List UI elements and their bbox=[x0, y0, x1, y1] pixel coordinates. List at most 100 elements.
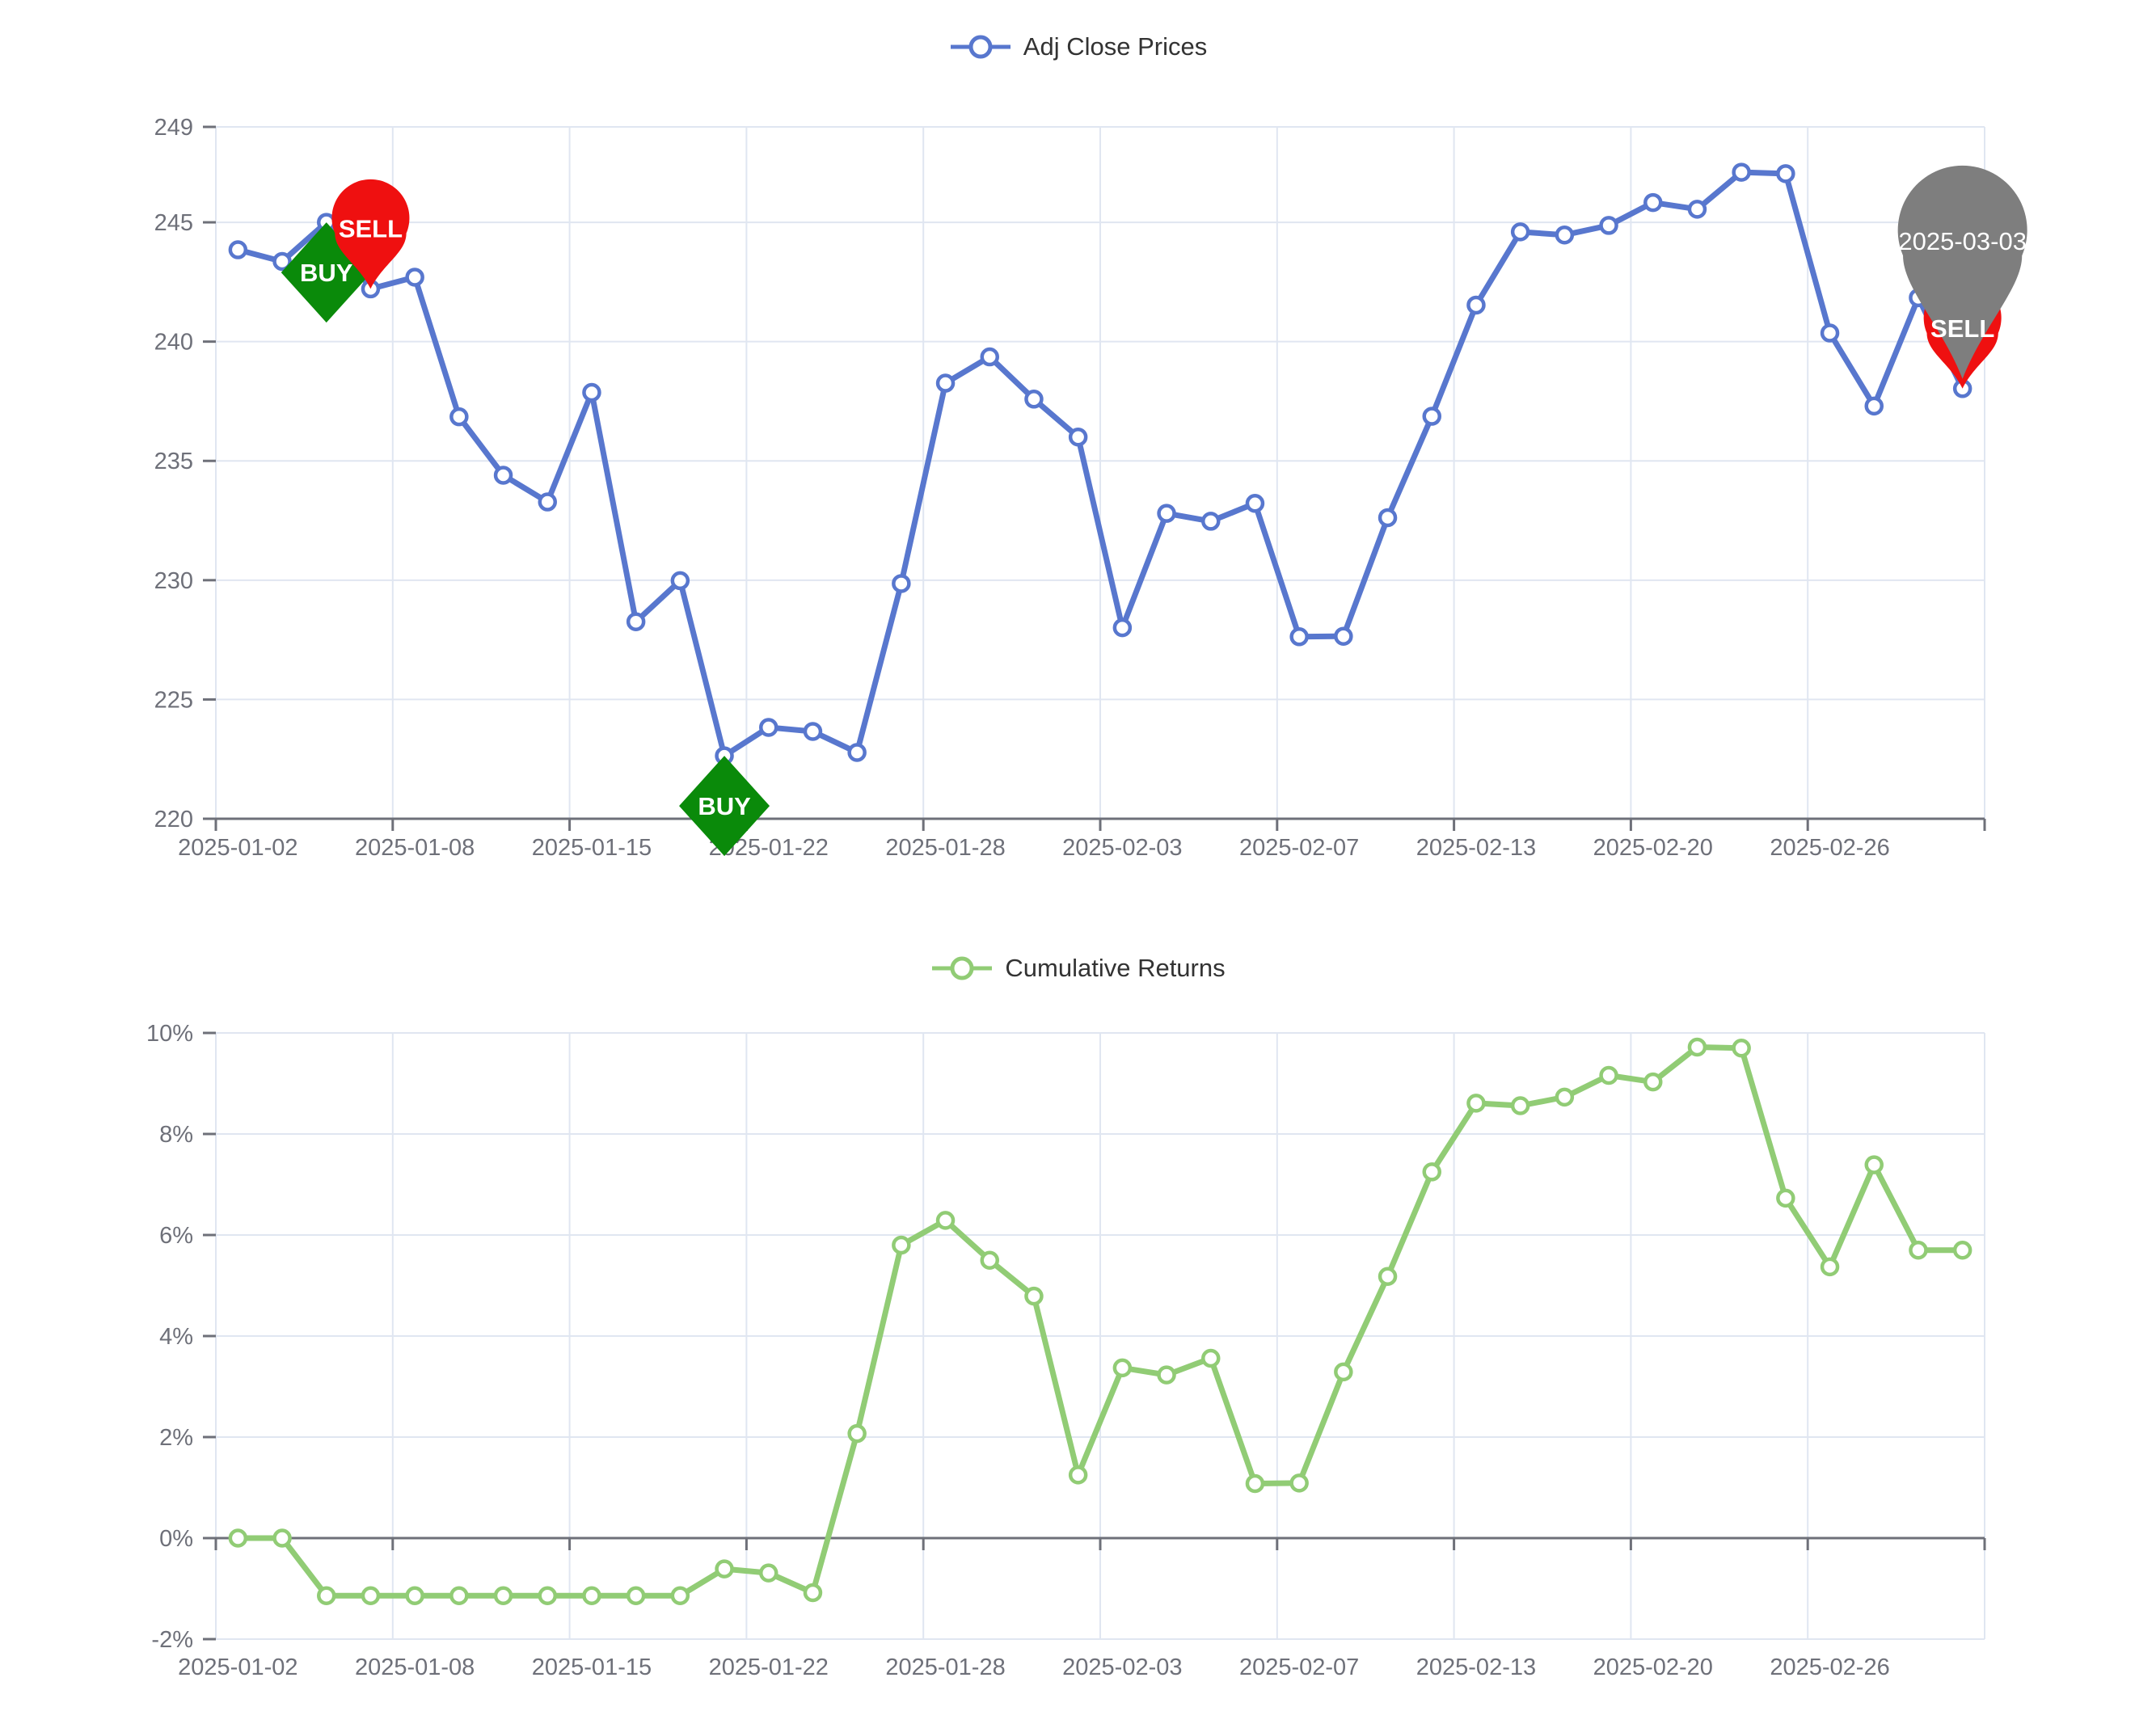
svg-text:2025-01-02: 2025-01-02 bbox=[178, 1654, 297, 1680]
price-chart-point[interactable] bbox=[1245, 494, 1265, 513]
returns-chart-axis-labels: -2% 0% 2% 4% 6% 8% 10% 2025-01-02 2025-01-08 2025… bbox=[146, 1021, 1890, 1680]
svg-text:2025-01-15: 2025-01-15 bbox=[532, 835, 652, 861]
sell-marker[interactable] bbox=[331, 179, 410, 289]
returns-chart-point[interactable] bbox=[1112, 1358, 1133, 1378]
returns-chart-point[interactable] bbox=[1510, 1096, 1530, 1115]
price-chart-point[interactable] bbox=[803, 722, 823, 741]
price-chart-series[interactable] bbox=[228, 162, 1972, 765]
price-chart-point[interactable] bbox=[449, 407, 469, 427]
returns-chart-point[interactable] bbox=[1687, 1037, 1707, 1057]
returns-chart-point[interactable] bbox=[1466, 1094, 1486, 1113]
price-chart: 220 225 230 235 240 245 249 2025-01-02 2025-01-0… bbox=[154, 115, 2027, 861]
returns-chart-point[interactable] bbox=[582, 1586, 601, 1605]
price-chart-point[interactable] bbox=[1201, 512, 1221, 531]
returns-chart-point[interactable] bbox=[715, 1559, 734, 1579]
svg-text:2025-02-26: 2025-02-26 bbox=[1770, 835, 1889, 861]
svg-text:240: 240 bbox=[154, 330, 193, 356]
returns-chart-point[interactable] bbox=[1732, 1039, 1751, 1058]
price-chart-point[interactable] bbox=[1157, 504, 1176, 523]
returns-chart-point[interactable] bbox=[1555, 1087, 1575, 1107]
price-chart-point[interactable] bbox=[493, 466, 513, 485]
returns-chart-point[interactable] bbox=[493, 1586, 513, 1605]
price-chart-point[interactable] bbox=[892, 574, 911, 593]
returns-chart-point[interactable] bbox=[1643, 1072, 1663, 1092]
returns-chart-legend[interactable]: Cumulative Returns bbox=[0, 954, 2156, 983]
svg-text:2025-01-08: 2025-01-08 bbox=[355, 1654, 475, 1680]
returns-chart-point[interactable] bbox=[1068, 1465, 1088, 1485]
price-chart-point[interactable] bbox=[1555, 225, 1575, 245]
price-chart-point[interactable] bbox=[272, 251, 292, 272]
price-chart-point[interactable] bbox=[935, 373, 956, 393]
returns-chart-point[interactable] bbox=[1422, 1162, 1441, 1182]
returns-chart-point[interactable] bbox=[1289, 1473, 1309, 1493]
price-chart-point[interactable] bbox=[626, 612, 646, 631]
svg-text:2025-01-15: 2025-01-15 bbox=[532, 1654, 652, 1680]
price-chart-point[interactable] bbox=[582, 382, 601, 403]
returns-chart-point[interactable] bbox=[449, 1586, 469, 1605]
price-chart-point[interactable] bbox=[1112, 618, 1133, 638]
returns-chart-point[interactable] bbox=[1776, 1188, 1795, 1208]
price-chart-point[interactable] bbox=[538, 492, 557, 512]
svg-text:2025-02-03: 2025-02-03 bbox=[1062, 835, 1182, 861]
price-chart-legend[interactable]: Adj Close Prices bbox=[0, 32, 2156, 61]
returns-chart-point[interactable] bbox=[847, 1423, 867, 1444]
svg-text:2025-02-07: 2025-02-07 bbox=[1239, 835, 1359, 861]
price-chart-point[interactable] bbox=[1643, 192, 1663, 213]
svg-text:6%: 6% bbox=[159, 1223, 193, 1249]
returns-chart-point[interactable] bbox=[980, 1250, 999, 1270]
price-chart-point[interactable] bbox=[1378, 508, 1398, 528]
marker-label: 2025-03-03 bbox=[1898, 227, 2027, 255]
returns-chart-point[interactable] bbox=[1245, 1473, 1265, 1494]
svg-text:2025-02-13: 2025-02-13 bbox=[1416, 1654, 1536, 1680]
returns-chart-point[interactable] bbox=[228, 1528, 248, 1548]
returns-chart-point[interactable] bbox=[317, 1586, 336, 1605]
price-chart-point[interactable] bbox=[1687, 200, 1707, 219]
price-chart-point[interactable] bbox=[1068, 427, 1088, 447]
svg-text:0%: 0% bbox=[159, 1526, 193, 1552]
returns-chart-point[interactable] bbox=[1157, 1365, 1176, 1385]
returns-chart-point[interactable] bbox=[803, 1583, 823, 1603]
price-chart-point[interactable] bbox=[1466, 295, 1486, 315]
returns-chart-point[interactable] bbox=[759, 1563, 778, 1583]
price-chart-point[interactable] bbox=[1510, 222, 1530, 242]
price-chart-point[interactable] bbox=[228, 240, 248, 259]
returns-chart-point[interactable] bbox=[538, 1586, 557, 1605]
price-chart-point[interactable] bbox=[1334, 626, 1353, 646]
returns-chart-point[interactable] bbox=[1820, 1257, 1840, 1277]
price-chart-point[interactable] bbox=[1776, 164, 1795, 183]
date-flag-marker[interactable] bbox=[1897, 165, 2027, 379]
price-chart-point[interactable] bbox=[1864, 396, 1884, 416]
svg-text:8%: 8% bbox=[159, 1122, 193, 1148]
price-chart-point[interactable] bbox=[670, 571, 690, 591]
returns-chart-point[interactable] bbox=[935, 1211, 956, 1230]
svg-text:2025-02-20: 2025-02-20 bbox=[1593, 835, 1713, 861]
returns-chart-point[interactable] bbox=[626, 1586, 646, 1605]
price-chart-point[interactable] bbox=[980, 347, 999, 367]
returns-chart-point[interactable] bbox=[1334, 1362, 1353, 1382]
returns-chart-point[interactable] bbox=[1952, 1241, 1972, 1260]
returns-chart-point[interactable] bbox=[1024, 1286, 1044, 1306]
price-chart-point[interactable] bbox=[405, 268, 424, 287]
price-chart-point[interactable] bbox=[1599, 216, 1618, 235]
price-chart-point[interactable] bbox=[847, 743, 867, 762]
price-chart-point[interactable] bbox=[1289, 627, 1309, 647]
returns-chart-point[interactable] bbox=[1909, 1241, 1928, 1260]
returns-chart-point[interactable] bbox=[405, 1586, 424, 1605]
price-chart-point[interactable] bbox=[1422, 407, 1441, 426]
marker-label: BUY bbox=[698, 792, 751, 820]
buy-marker[interactable] bbox=[679, 756, 770, 857]
returns-chart-point[interactable] bbox=[670, 1586, 690, 1605]
svg-text:249: 249 bbox=[154, 115, 193, 141]
returns-chart-series[interactable] bbox=[228, 1037, 1972, 1605]
price-chart-point[interactable] bbox=[759, 718, 778, 737]
returns-chart-point[interactable] bbox=[272, 1528, 292, 1548]
returns-chart-point[interactable] bbox=[1201, 1348, 1221, 1368]
returns-chart-point[interactable] bbox=[361, 1586, 381, 1605]
price-chart-point[interactable] bbox=[1024, 390, 1044, 409]
price-chart-point[interactable] bbox=[1820, 323, 1840, 343]
price-chart-point[interactable] bbox=[1732, 162, 1751, 182]
returns-chart-point[interactable] bbox=[892, 1235, 911, 1255]
returns-chart-point[interactable] bbox=[1864, 1155, 1884, 1174]
returns-chart-point[interactable] bbox=[1378, 1267, 1398, 1286]
returns-chart-point[interactable] bbox=[1599, 1065, 1618, 1085]
